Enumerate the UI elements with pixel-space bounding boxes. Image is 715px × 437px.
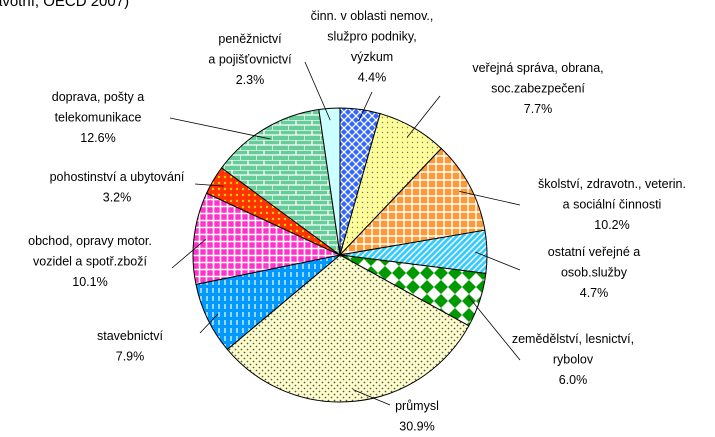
pie-slice xyxy=(338,147,486,256)
label-line: pohostinství a ubytování xyxy=(50,170,185,184)
slice-label: doprava, pošty a telekomunikace xyxy=(52,90,144,125)
slice-label: stavebnictví xyxy=(97,329,164,343)
label-line: činn. v oblasti nemov., xyxy=(311,9,434,23)
label-line: a sociální činnosti xyxy=(563,198,662,212)
slice-label: ostatní veřejné a osob.služby xyxy=(548,245,640,280)
label-line: vozidel a spotř.zboží xyxy=(33,255,147,269)
leader-line xyxy=(171,239,206,269)
pie-slice xyxy=(220,108,341,257)
label-line: telekomunikace xyxy=(55,111,142,125)
slice-label: průmysl xyxy=(395,399,439,413)
label-line: zemědělství, lesnictví, xyxy=(512,332,634,346)
leader-line xyxy=(468,296,521,361)
label-line: ostatní veřejné a xyxy=(548,245,640,259)
leader-line xyxy=(406,95,441,138)
label-line: osob.služby xyxy=(561,266,628,280)
slice-label: zemědělství, lesnictví, rybolov xyxy=(512,332,634,367)
slice-label: pohostinství a ubytování xyxy=(50,170,185,184)
value-label: 3.2% xyxy=(103,191,132,205)
leader-line xyxy=(475,251,521,271)
value-label: 7.9% xyxy=(116,350,145,364)
label-line: obchod, opravy motor. xyxy=(28,234,152,248)
leader-line xyxy=(358,91,373,122)
leader-line xyxy=(459,190,521,206)
label-line: stavebnictví xyxy=(97,329,164,343)
value-label: 2.3% xyxy=(236,73,265,87)
value-label: 12.6% xyxy=(80,131,115,145)
label-line: doprava, pošty a xyxy=(52,90,144,104)
leader-line xyxy=(194,183,224,187)
value-label: 4.4% xyxy=(358,71,387,85)
label-line: výzkum xyxy=(351,50,393,64)
slice-label: veřejná správa, obrana, soc.zabezpečení xyxy=(472,61,603,96)
label-line: školství, zdravotn., veterin. xyxy=(538,177,686,191)
value-label: 4.7% xyxy=(580,286,609,300)
slice-label: školství, zdravotn., veterin. a sociální … xyxy=(538,177,686,212)
label-line: veřejná správa, obrana, xyxy=(472,61,603,75)
label-line: služpro podniky, xyxy=(327,30,416,44)
pie-slice xyxy=(318,107,341,256)
value-label: 7.7% xyxy=(524,102,553,116)
leader-line xyxy=(352,389,391,406)
leader-line xyxy=(304,61,331,121)
label-line: průmysl xyxy=(395,399,439,413)
value-label: 10.2% xyxy=(594,218,629,232)
leader-line xyxy=(169,117,271,140)
value-label: 10.1% xyxy=(72,275,107,289)
label-line: rybolov xyxy=(553,353,594,367)
pie-slice xyxy=(192,192,342,285)
value-label: 30.9% xyxy=(399,420,434,434)
pie-slice xyxy=(226,254,470,403)
slice-label: obchod, opravy motor. vozidel a spotř.zbo… xyxy=(28,234,152,269)
chart-title: avotní, OECD 2007) xyxy=(0,0,129,10)
slice-label: peněžnictví a pojišťovnictví xyxy=(208,32,292,67)
leader-line xyxy=(199,313,219,334)
label-line: a pojišťovnictví xyxy=(208,53,292,67)
slice-label: činn. v oblasti nemov., služpro podniky, v… xyxy=(311,9,434,64)
label-line: soc.zabezpečení xyxy=(491,82,585,96)
value-label: 6.0% xyxy=(559,373,588,387)
label-line: peněžnictví xyxy=(218,32,282,46)
